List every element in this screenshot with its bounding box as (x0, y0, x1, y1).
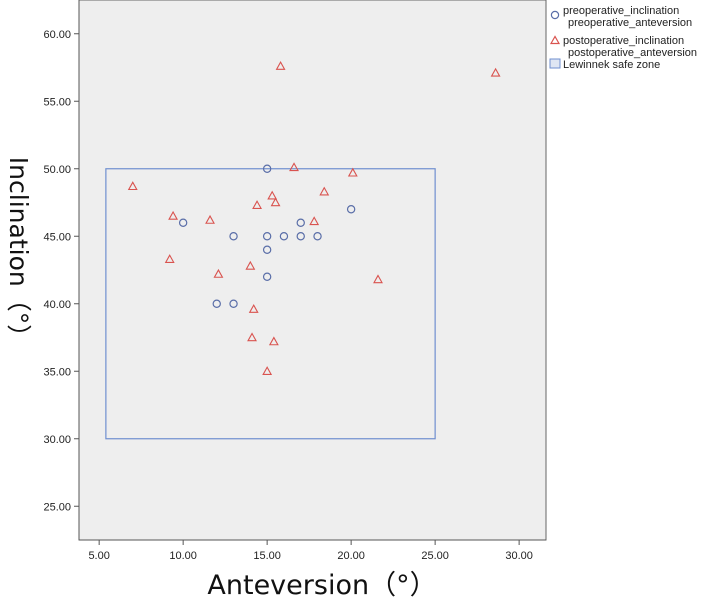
preoperative-point (262, 272, 272, 281)
legend-label-safe-zone: Lewinnek safe zone (563, 59, 660, 71)
x-tick-label: 25.00 (421, 550, 449, 562)
postoperative-point (373, 274, 383, 284)
preoperative-point (229, 232, 238, 241)
legend-marker-preoperative (550, 10, 560, 20)
plot-area (78, 0, 547, 541)
preoperative-point (262, 232, 272, 241)
postoperative-point (267, 190, 278, 200)
preoperative-point (296, 232, 305, 241)
postoperative-point (168, 210, 179, 220)
postoperative-point (270, 197, 281, 207)
legend-label-preoperative-line2: preoperative_anteversion (568, 17, 692, 29)
postoperative-point (319, 186, 330, 196)
preoperative-point (313, 232, 322, 241)
legend: preoperative_inclination preoperative_an… (549, 5, 697, 71)
x-tick-label: 20.00 (337, 550, 365, 562)
postoperative-point (309, 216, 320, 226)
postoperative-point (245, 260, 256, 270)
postoperative-point (205, 214, 215, 224)
y-axis-title: Inclination（°） (4, 157, 33, 349)
postoperative-point (347, 167, 358, 177)
y-tick-label: 60.00 (43, 29, 71, 41)
x-tick-label: 10.00 (169, 550, 197, 562)
x-tick-label: 15.00 (253, 550, 281, 562)
legend-label-postoperative-line1: postoperative_inclination (563, 35, 684, 47)
preoperative-point (296, 218, 305, 227)
x-tick-label: 5.00 (88, 550, 109, 562)
preoperative-point (346, 205, 356, 214)
postoperative-point (247, 332, 257, 342)
y-tick-label: 40.00 (43, 299, 71, 311)
x-tick-label: 30.00 (505, 550, 533, 562)
legend-label-preoperative-line1: preoperative_inclination (563, 5, 679, 17)
y-tick-label: 45.00 (43, 231, 71, 243)
data-points-layer (127, 61, 501, 376)
y-tick-label: 55.00 (43, 96, 71, 108)
preoperative-point (229, 299, 238, 308)
postoperative-point (213, 268, 224, 278)
postoperative-point (268, 336, 279, 346)
preoperative-point (212, 299, 221, 308)
y-tick-label: 35.00 (43, 366, 71, 378)
preoperative-point (279, 232, 289, 241)
postoperative-point (127, 181, 138, 191)
preoperative-point (262, 164, 272, 173)
postoperative-point (289, 162, 299, 172)
postoperative-point (262, 366, 273, 376)
postoperative-point (275, 61, 286, 70)
preoperative-point (262, 245, 272, 254)
legend-marker-safe-zone (549, 58, 561, 69)
y-tick-label: 25.00 (43, 501, 71, 513)
postoperative-point (252, 200, 262, 209)
y-tick-label: 50.00 (43, 164, 71, 176)
postoperative-point (164, 254, 175, 263)
legend-label-postoperative-line2: postoperative_anteversion (568, 47, 697, 59)
postoperative-point (490, 67, 501, 77)
y-tick-label: 30.00 (43, 434, 71, 446)
y-axis-ticks: 25.00 30.00 35.00 40.00 45.00 50.00 55.00 60.00 (43, 29, 79, 513)
x-axis-title: Anteversion（°） (207, 570, 436, 601)
preoperative-point (178, 218, 188, 227)
postoperative-point (248, 304, 259, 313)
legend-marker-postoperative (549, 35, 561, 45)
x-axis-ticks: 5.00 10.00 15.00 20.00 25.00 30.00 (88, 540, 533, 562)
